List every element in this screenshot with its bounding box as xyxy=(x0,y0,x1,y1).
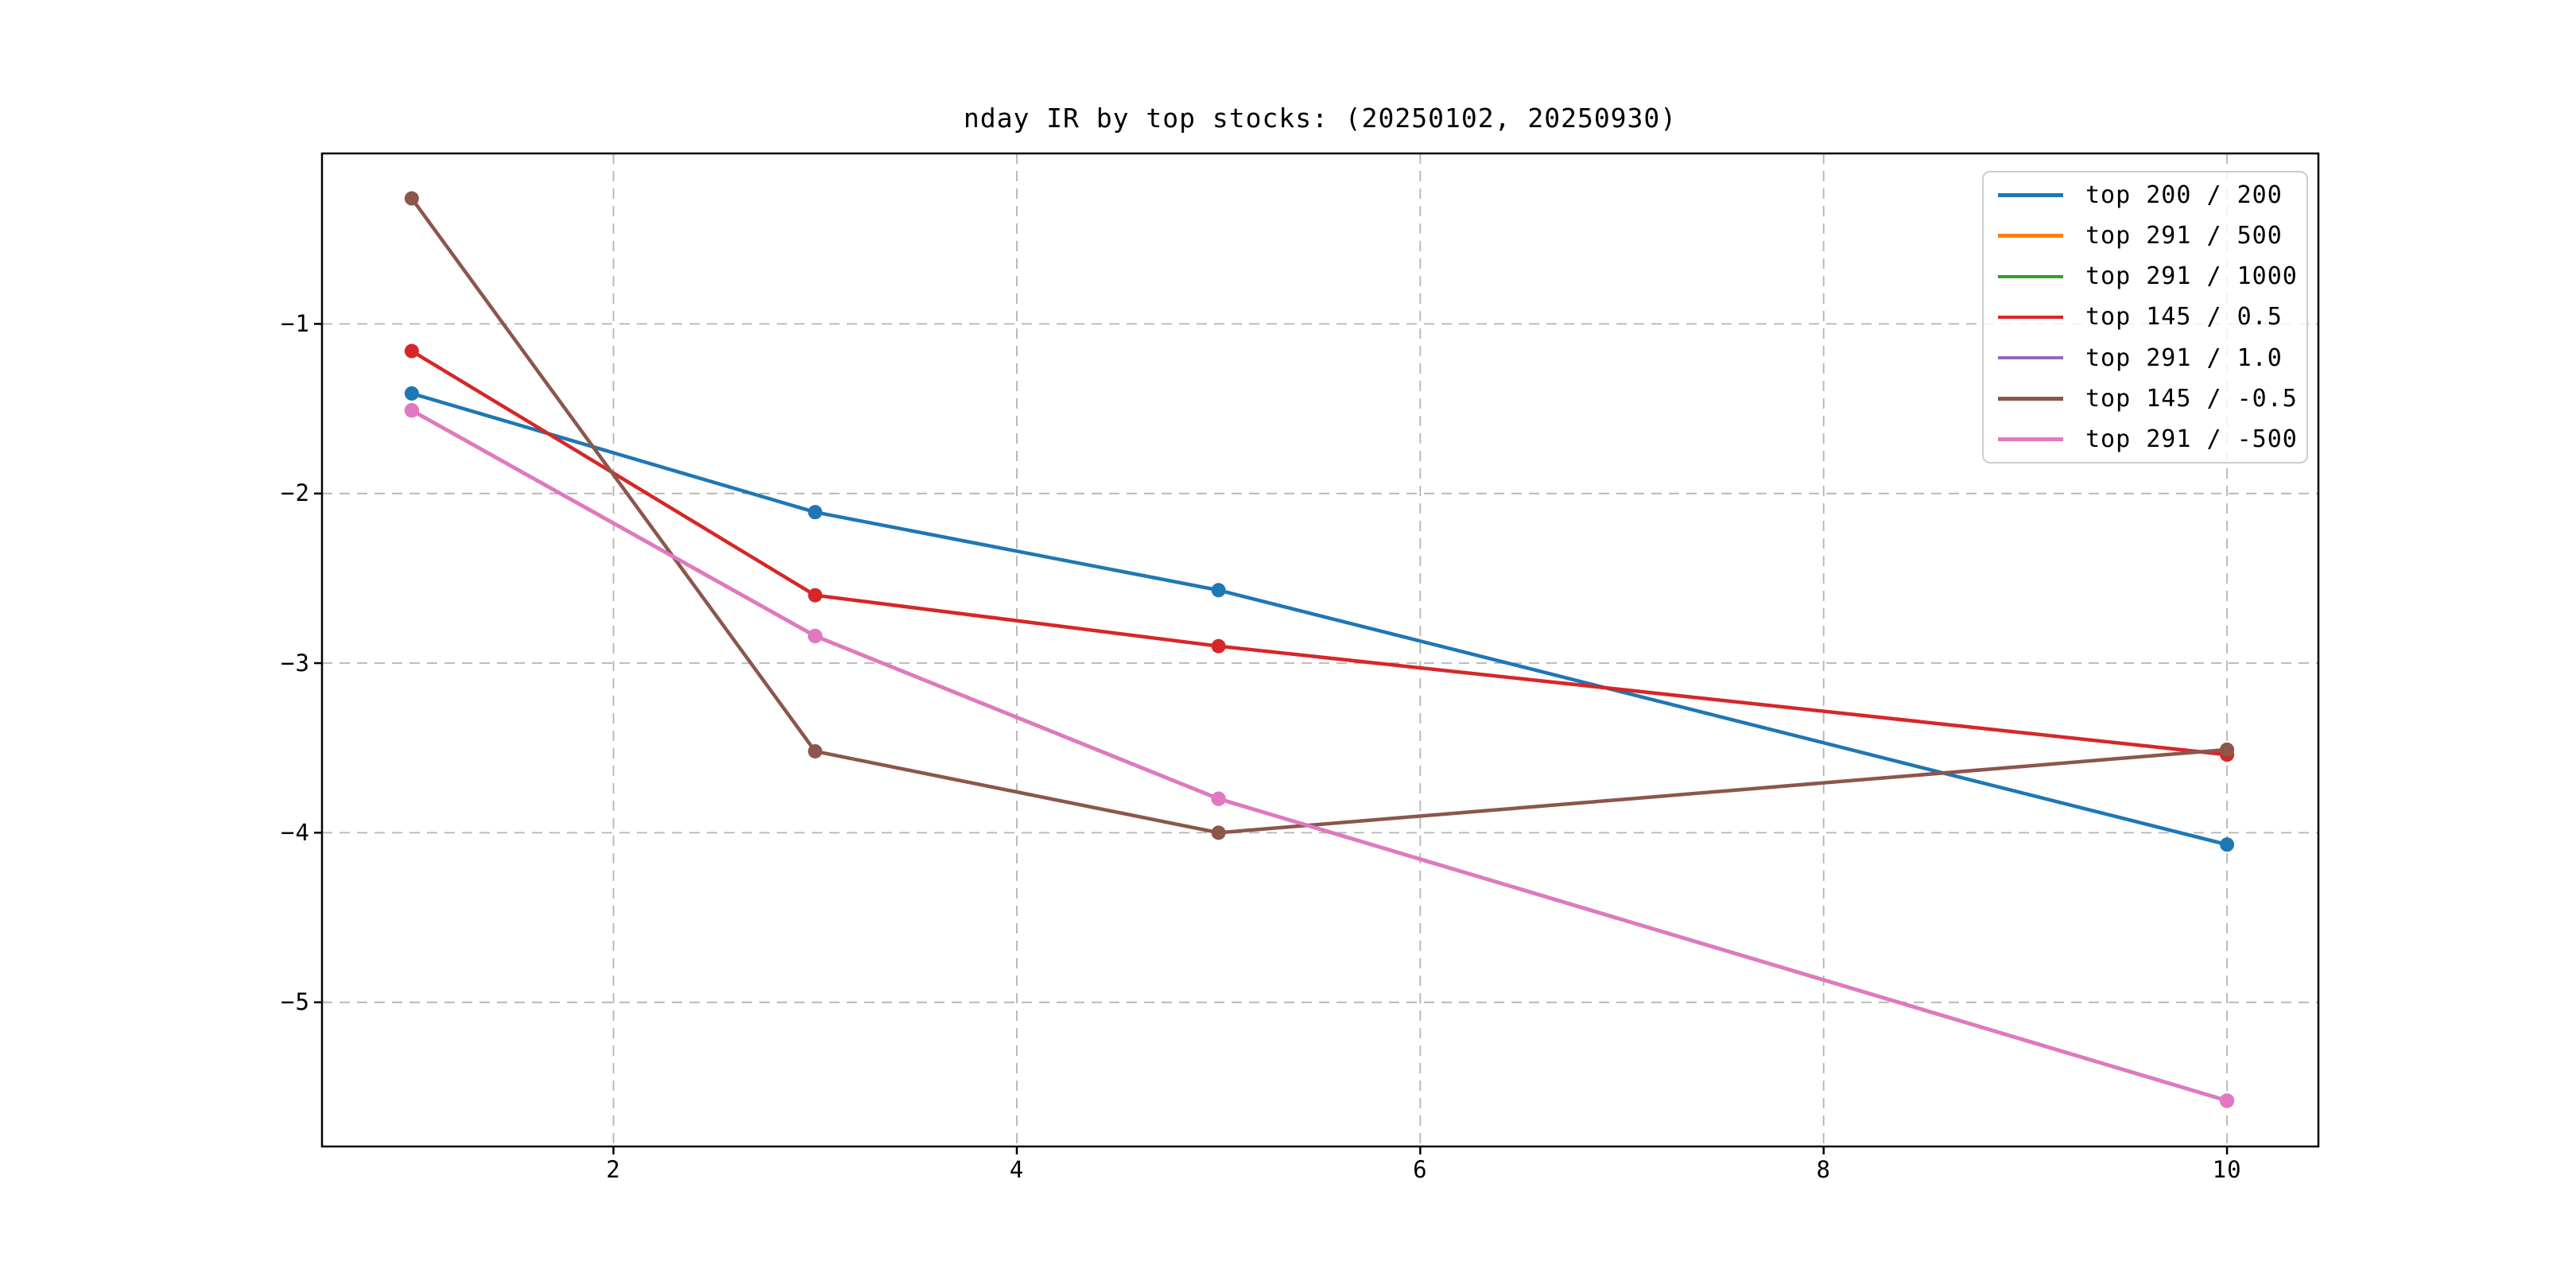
data-point xyxy=(1211,638,1226,654)
legend-line-sample xyxy=(1998,234,2063,238)
data-point xyxy=(1211,791,1226,806)
data-point xyxy=(2220,1093,2235,1108)
series-line xyxy=(409,391,2229,847)
legend-label: top 291 / 500 xyxy=(2085,222,2283,250)
legend-item: top 145 / -0.5 xyxy=(1998,378,2306,419)
legend-item: top 200 / 200 xyxy=(1998,175,2306,215)
series-line xyxy=(409,408,2229,1103)
axes-spine xyxy=(320,152,2320,1148)
legend-item: top 291 / 1.0 xyxy=(1998,338,2306,378)
legend-label: top 200 / 200 xyxy=(2085,181,2283,210)
legend-label: top 145 / -0.5 xyxy=(2085,384,2298,413)
data-point xyxy=(404,191,419,206)
y-tick-label: −1 xyxy=(281,309,310,337)
x-tick-label: 4 xyxy=(1009,1156,1025,1183)
legend: top 200 / 200 top 291 / 500 top 291 / 1000… xyxy=(1982,171,2308,464)
legend-item: top 291 / 1000 xyxy=(1998,256,2306,297)
x-tick-label: 6 xyxy=(1413,1156,1428,1183)
data-point xyxy=(404,343,419,359)
y-tick-label: −3 xyxy=(281,649,310,677)
data-point xyxy=(1211,583,1226,598)
data-point xyxy=(2220,742,2235,757)
legend-line-sample xyxy=(1998,193,2063,197)
series-line xyxy=(409,349,2229,757)
legend-item: top 291 / -500 xyxy=(1998,419,2306,460)
data-point xyxy=(808,588,823,603)
x-tick-label: 8 xyxy=(1816,1156,1831,1183)
y-tick-label: −4 xyxy=(281,818,310,846)
data-point xyxy=(2220,837,2235,852)
legend-item: top 291 / 500 xyxy=(1998,215,2306,256)
y-tick-label: −5 xyxy=(281,988,310,1016)
legend-item: top 145 / 0.5 xyxy=(1998,297,2306,337)
plot-area xyxy=(314,152,2320,1154)
x-tick-label: 10 xyxy=(2212,1156,2242,1183)
legend-label: top 291 / 1000 xyxy=(2085,262,2298,291)
chart-title: nday IR by top stocks: (20250102, 202509… xyxy=(963,103,1678,134)
legend-line-sample xyxy=(1998,315,2063,320)
data-point xyxy=(808,628,823,643)
legend-label: top 145 / 0.5 xyxy=(2085,303,2283,332)
data-point xyxy=(1211,825,1226,840)
data-point xyxy=(808,505,823,520)
legend-line-sample xyxy=(1998,437,2063,441)
legend-label: top 291 / 1.0 xyxy=(2085,343,2283,372)
y-tick-label: −2 xyxy=(281,479,310,507)
legend-line-sample xyxy=(1998,274,2063,279)
legend-label: top 291 / -500 xyxy=(2085,425,2298,453)
series-line xyxy=(409,196,2229,835)
data-point xyxy=(404,386,419,401)
x-tick-label: 2 xyxy=(606,1156,621,1183)
legend-line-sample xyxy=(1998,397,2063,401)
data-point xyxy=(404,403,419,418)
data-point xyxy=(808,743,823,758)
legend-line-sample xyxy=(1998,355,2063,360)
